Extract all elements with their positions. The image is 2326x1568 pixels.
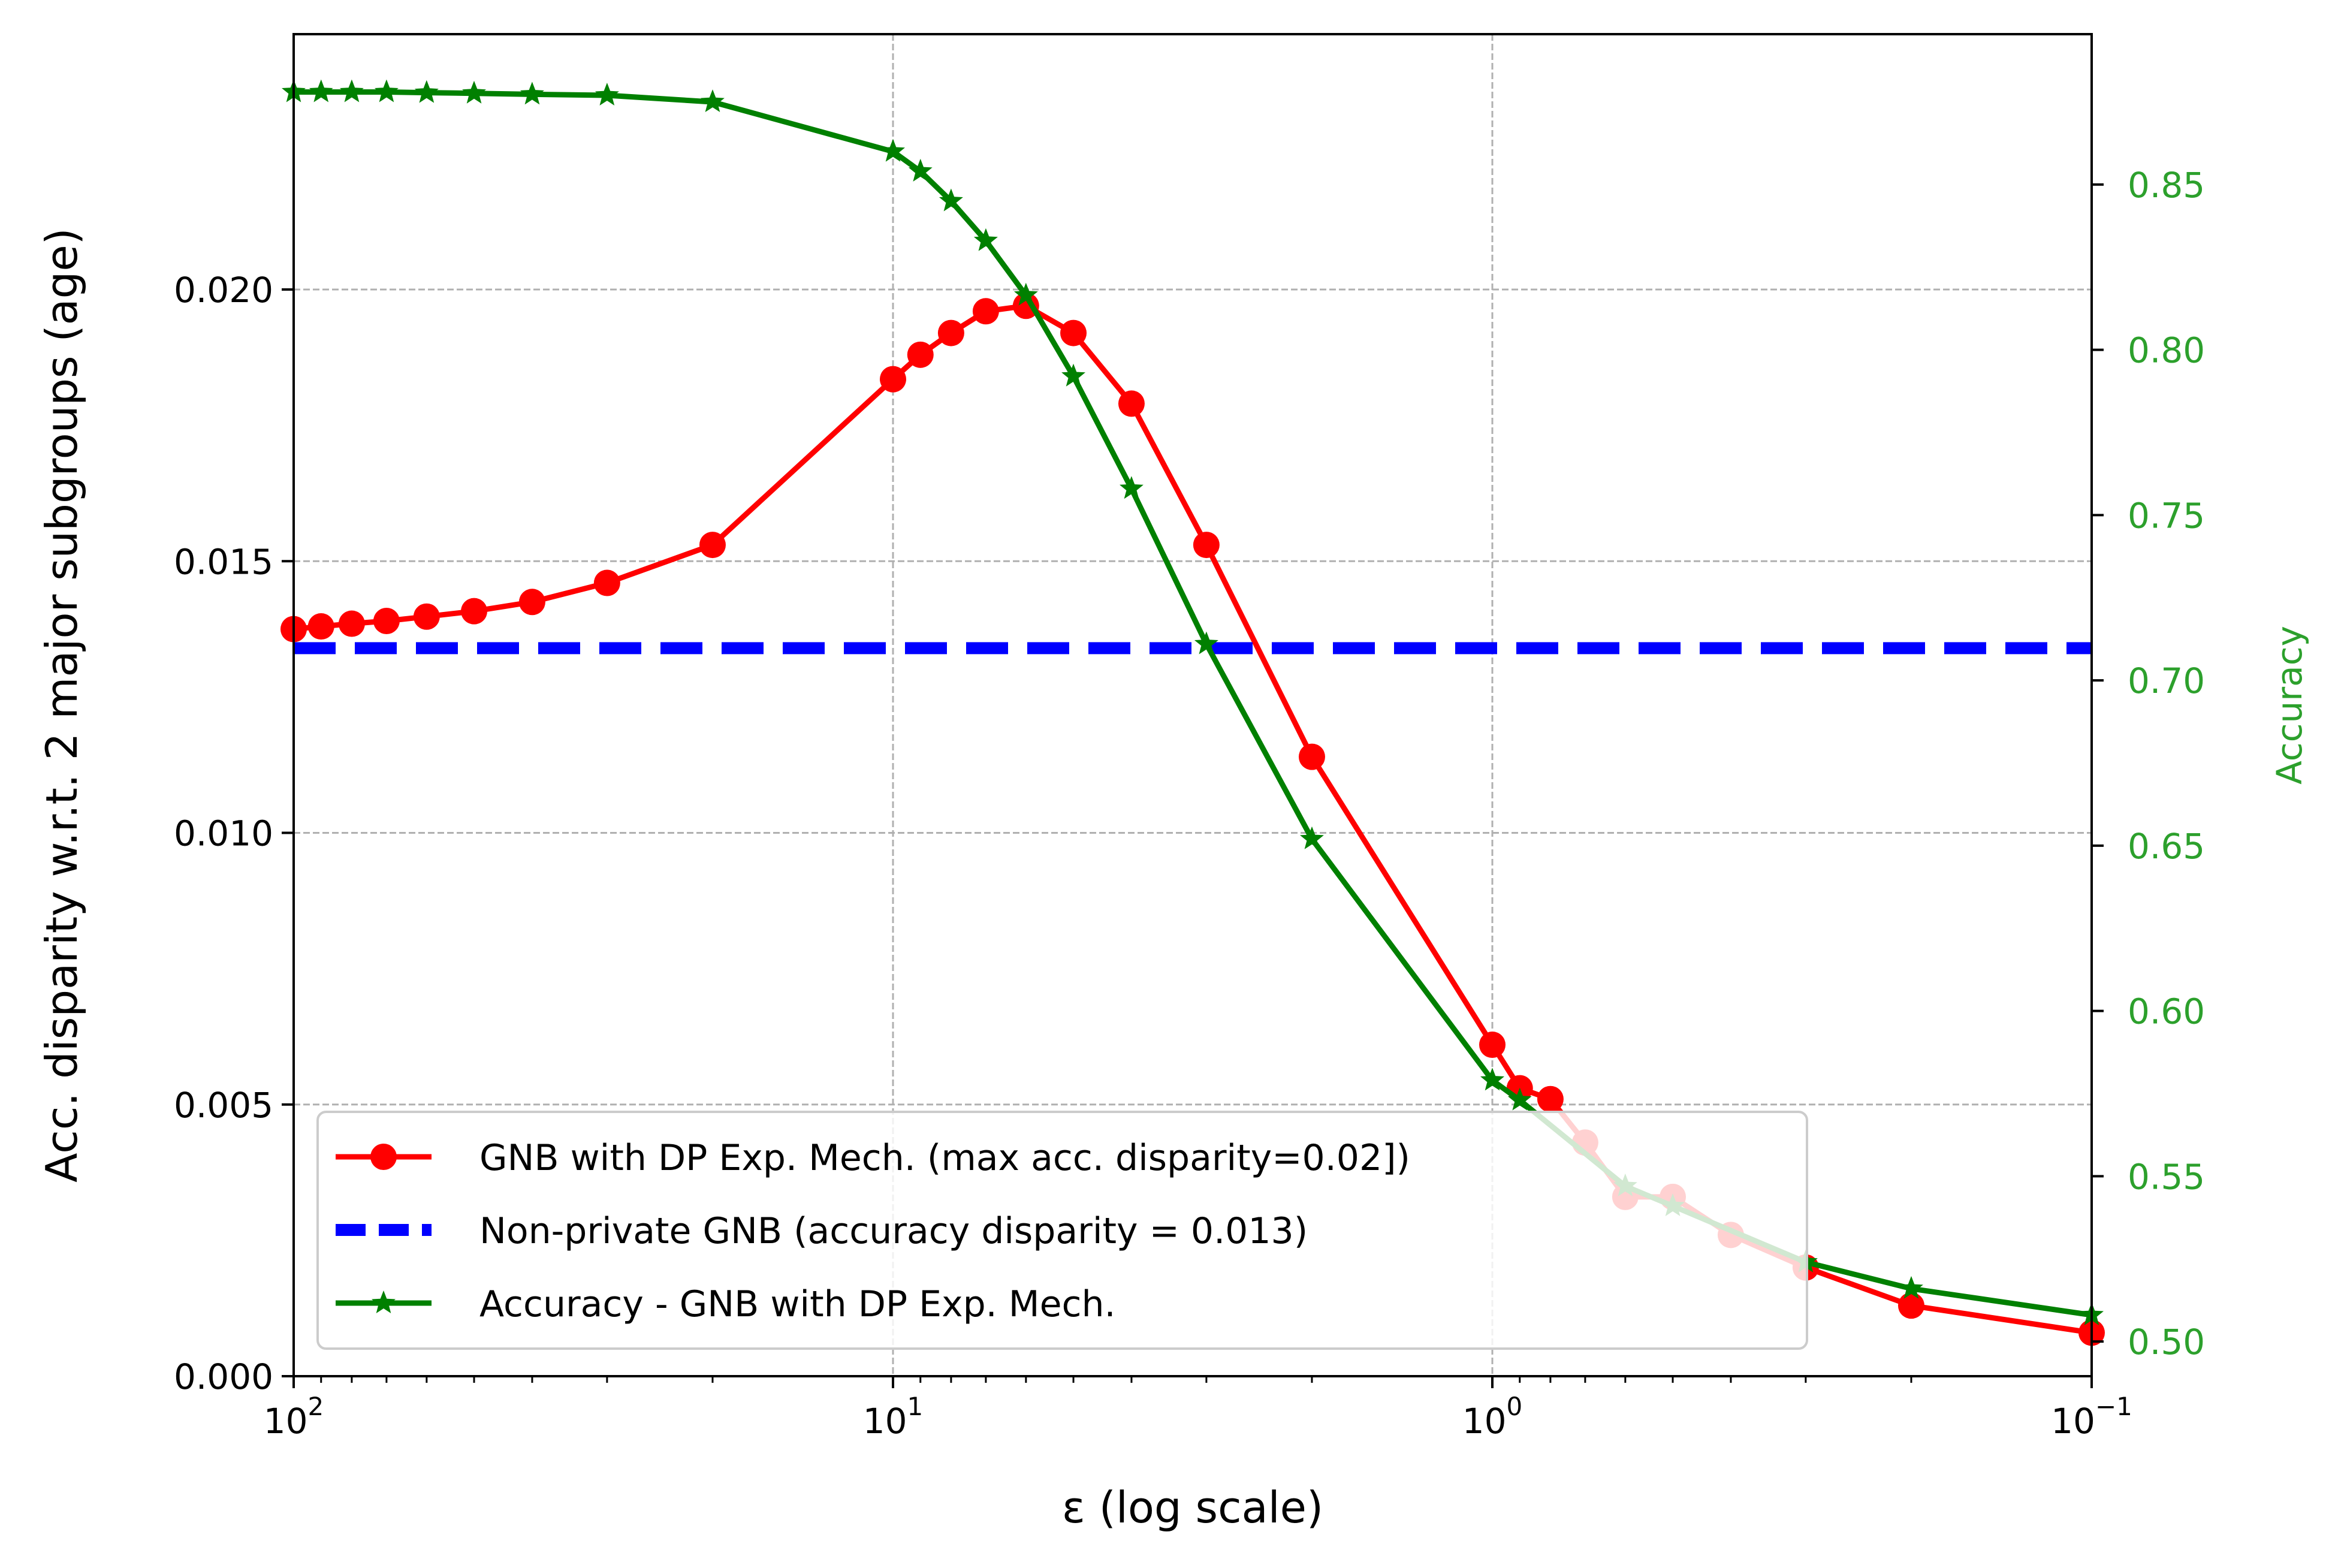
- disparity-point: [1537, 1085, 1564, 1112]
- disparity-point: [1118, 390, 1145, 417]
- disparity-point: [461, 598, 488, 625]
- y-right-tick-label: 0.80: [2128, 330, 2205, 371]
- disparity-point: [880, 366, 906, 393]
- accuracy-point: [1300, 826, 1324, 849]
- y-right-axis-title: Accuracy: [2269, 626, 2310, 785]
- accuracy-point: [908, 158, 933, 182]
- accuracy-point: [339, 79, 364, 102]
- accuracy-point: [1194, 631, 1218, 655]
- disparity-point: [1012, 293, 1039, 319]
- disparity-point: [1479, 1032, 1506, 1059]
- y-left-tick-label: 0.000: [174, 1356, 273, 1397]
- plot-frame: [292, 33, 2093, 1377]
- disparity-point: [972, 298, 999, 325]
- accuracy-point: [939, 188, 963, 212]
- axes-layer: 102 101 100 10−1 0.000 0.005 0.010 0.015 0.020 0.…: [37, 33, 2310, 1533]
- accuracy-point: [595, 83, 619, 105]
- disparity-point: [593, 569, 620, 596]
- accuracy-point: [1507, 1087, 1532, 1111]
- y-right-tick-label: 0.60: [2128, 991, 2205, 1032]
- accuracy-point: [1061, 363, 1085, 387]
- disparity-point: [1298, 743, 1325, 770]
- series-layer: [280, 79, 2105, 1346]
- accuracy-point: [1013, 282, 1038, 306]
- accuracy-point: [701, 89, 725, 112]
- legend-baseline-label: Non-private GNB (accuracy disparity = 0.…: [479, 1210, 1308, 1252]
- disparity-point: [907, 341, 934, 368]
- x-tick-label: 10−1: [2051, 1392, 2132, 1442]
- accuracy-point: [374, 79, 399, 102]
- accuracy-point: [309, 79, 333, 102]
- x-tick-label: 100: [1462, 1392, 1523, 1442]
- y-right-tick-label: 0.70: [2128, 661, 2205, 701]
- disparity-point: [413, 603, 440, 630]
- accuracy-point: [520, 82, 544, 105]
- legend-disparity-label: GNB with DP Exp. Mech. (max acc. dispari…: [479, 1137, 1410, 1179]
- accuracy-point: [1899, 1275, 1923, 1299]
- accuracy-point: [462, 80, 486, 104]
- accuracy-point: [1120, 476, 1144, 499]
- y-left-tick-label: 0.015: [174, 541, 273, 582]
- legend-disparity-marker: [370, 1144, 397, 1170]
- disparity-point: [937, 319, 964, 346]
- legend-box: [316, 1111, 1808, 1350]
- disparity-point: [699, 532, 726, 559]
- legend-accuracy-marker: [372, 1290, 396, 1313]
- x-tick-label: 102: [264, 1392, 324, 1442]
- y-right-tick-label: 0.65: [2128, 826, 2205, 867]
- accuracy-point: [881, 138, 905, 162]
- accuracy-point: [973, 228, 998, 251]
- y-left-axis-title: Acc. disparity w.r.t. 2 major subgroups …: [37, 228, 87, 1183]
- accuracy-point: [414, 80, 439, 103]
- y-left-tick-label: 0.005: [174, 1085, 273, 1126]
- y-left-tick-label: 0.010: [174, 813, 273, 854]
- disparity-point: [307, 613, 334, 640]
- y-left-tick-label: 0.020: [174, 270, 273, 310]
- y-right-tick-label: 0.50: [2128, 1322, 2205, 1362]
- y-right-tick-label: 0.85: [2128, 165, 2205, 206]
- y-right-tick-label: 0.55: [2128, 1156, 2205, 1197]
- accuracy-point: [1480, 1068, 1504, 1091]
- legend: GNB with DP Exp. Mech. (max acc. dispari…: [316, 1111, 1808, 1350]
- disparity-point: [1060, 319, 1087, 346]
- disparity-point: [373, 607, 400, 634]
- legend-accuracy-label: Accuracy - GNB with DP Exp. Mech.: [479, 1283, 1116, 1325]
- disparity-point: [518, 589, 545, 616]
- y-right-tick-label: 0.75: [2128, 495, 2205, 536]
- x-tick-label: 101: [863, 1392, 924, 1442]
- disparity-point: [1897, 1292, 1924, 1319]
- x-axis-title: ε (log scale): [1062, 1482, 1323, 1533]
- disparity-point: [338, 610, 365, 637]
- disparity-point: [1193, 532, 1220, 559]
